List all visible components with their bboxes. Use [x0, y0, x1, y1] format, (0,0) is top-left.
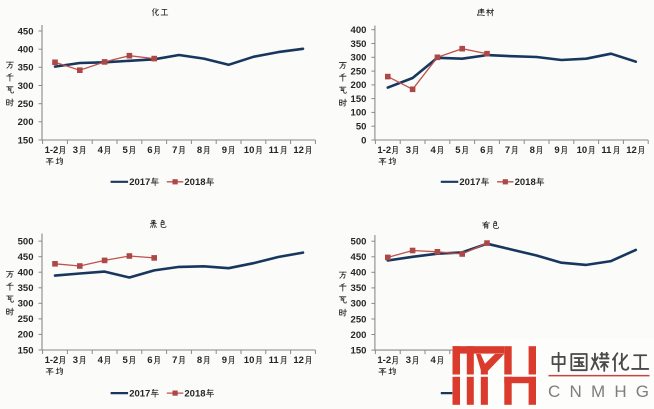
svg-text:450: 450 [18, 26, 34, 37]
svg-text:1-2: 1-2 [377, 145, 391, 156]
svg-text:4: 4 [431, 145, 437, 156]
svg-text:7: 7 [172, 355, 177, 366]
svg-text:50: 50 [356, 122, 367, 133]
svg-text:250: 250 [351, 66, 367, 77]
svg-text:200: 200 [18, 330, 34, 341]
svg-text:2018: 2018 [184, 389, 205, 400]
svg-text:9: 9 [222, 355, 227, 366]
svg-text:8: 8 [197, 145, 202, 156]
svg-text:11: 11 [269, 145, 280, 156]
svg-text:150: 150 [351, 345, 367, 356]
svg-text:5: 5 [123, 355, 129, 366]
svg-text:4: 4 [98, 355, 104, 366]
svg-text:9: 9 [222, 145, 227, 156]
svg-text:400: 400 [18, 45, 34, 56]
svg-text:2017: 2017 [459, 177, 480, 188]
svg-text:3: 3 [73, 145, 78, 156]
svg-text:500: 500 [351, 237, 367, 248]
svg-text:200: 200 [18, 117, 34, 128]
svg-text:350: 350 [351, 39, 367, 50]
svg-text:11: 11 [601, 145, 612, 156]
svg-text:200: 200 [351, 80, 367, 91]
svg-text:150: 150 [351, 94, 367, 105]
svg-text:7: 7 [505, 145, 510, 156]
svg-text:3: 3 [406, 355, 411, 366]
svg-text:100: 100 [351, 108, 367, 119]
svg-text:12: 12 [293, 145, 304, 156]
svg-text:300: 300 [18, 81, 34, 92]
svg-text:300: 300 [18, 299, 34, 310]
svg-text:10: 10 [244, 355, 255, 366]
svg-text:250: 250 [18, 314, 34, 325]
svg-text:350: 350 [18, 63, 34, 74]
svg-text:2018: 2018 [184, 177, 205, 188]
svg-text:0: 0 [361, 135, 366, 146]
svg-text:3: 3 [73, 355, 78, 366]
svg-text:10: 10 [577, 145, 588, 156]
svg-text:400: 400 [351, 25, 367, 36]
svg-text:2017: 2017 [129, 389, 150, 400]
svg-text:8: 8 [197, 355, 202, 366]
svg-text:300: 300 [351, 53, 367, 64]
svg-text:400: 400 [351, 268, 367, 279]
svg-text:450: 450 [18, 252, 34, 263]
svg-text:5: 5 [455, 145, 461, 156]
svg-text:400: 400 [18, 268, 34, 279]
svg-text:3: 3 [406, 145, 411, 156]
svg-text:2017: 2017 [129, 177, 150, 188]
svg-text:6: 6 [147, 355, 152, 366]
svg-text:12: 12 [626, 145, 637, 156]
svg-text:1-2: 1-2 [377, 355, 391, 366]
svg-text:350: 350 [351, 283, 367, 294]
svg-text:450: 450 [351, 252, 367, 263]
svg-text:4: 4 [98, 145, 104, 156]
svg-text:6: 6 [147, 145, 152, 156]
svg-text:12: 12 [293, 355, 304, 366]
svg-text:11: 11 [269, 355, 280, 366]
svg-text:1-2: 1-2 [45, 355, 59, 366]
svg-text:9: 9 [554, 145, 559, 156]
svg-text:150: 150 [18, 345, 34, 356]
svg-text:5: 5 [123, 145, 129, 156]
svg-text:500: 500 [18, 236, 34, 247]
svg-text:250: 250 [351, 314, 367, 325]
svg-text:6: 6 [480, 145, 485, 156]
svg-text:2018: 2018 [515, 177, 536, 188]
svg-text:1-2: 1-2 [45, 145, 59, 156]
svg-text:250: 250 [18, 99, 34, 110]
svg-text:7: 7 [172, 145, 177, 156]
svg-text:300: 300 [351, 299, 367, 310]
svg-text:4: 4 [431, 355, 437, 366]
svg-text:10: 10 [244, 145, 255, 156]
svg-text:CNMHG: CNMHG [548, 382, 654, 401]
svg-text:200: 200 [351, 330, 367, 341]
svg-text:350: 350 [18, 283, 34, 294]
svg-text:150: 150 [18, 135, 34, 146]
svg-text:8: 8 [530, 145, 535, 156]
